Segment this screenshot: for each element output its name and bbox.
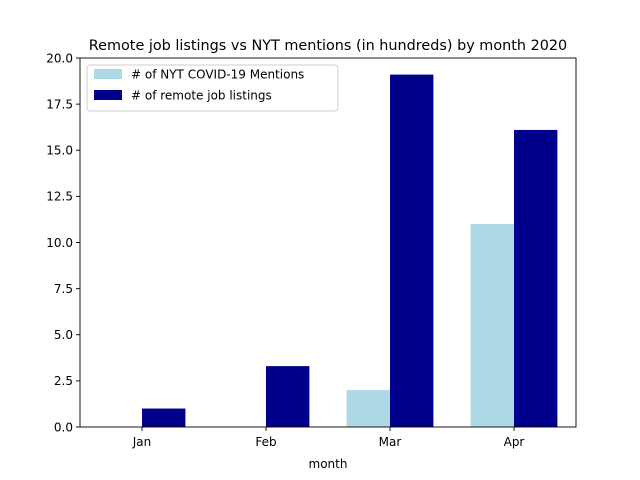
y-tick-label: 5.0 [54, 328, 73, 342]
x-tick-label: Jan [132, 435, 152, 449]
y-tick-label: 2.5 [54, 374, 73, 388]
bar-series2-feb [266, 366, 310, 427]
y-tick-label: 10.0 [46, 236, 73, 250]
y-tick-label: 7.5 [54, 282, 73, 296]
y-axis: 0.0 2.5 5.0 7.5 10.0 12.5 15.0 17.5 20.0 [46, 51, 80, 434]
y-tick-label: 17.5 [46, 97, 73, 111]
chart-title: Remote job listings vs NYT mentions (in … [89, 38, 567, 54]
legend-label: # of remote job listings [131, 89, 272, 103]
bars-group [142, 74, 558, 427]
bar-series1-apr [470, 224, 514, 427]
x-tick-label: Mar [379, 435, 402, 449]
y-tick-label: 0.0 [54, 420, 73, 434]
y-tick-label: 20.0 [46, 51, 73, 65]
legend-label: # of NYT COVID-19 Mentions [131, 68, 304, 82]
legend: # of NYT COVID-19 Mentions # of remote jo… [86, 64, 339, 112]
x-axis-label: month [309, 457, 348, 471]
legend-swatch [94, 90, 122, 100]
x-tick-label: Apr [504, 435, 525, 449]
bar-series2-mar [390, 74, 434, 427]
bar-series1-mar [346, 390, 390, 427]
plot-frame [79, 57, 577, 428]
x-axis: Jan Feb Mar Apr [132, 427, 525, 449]
x-tick-label: Feb [255, 435, 276, 449]
y-tick-label: 12.5 [46, 190, 73, 204]
y-tick-label: 15.0 [46, 144, 73, 158]
legend-box [86, 64, 339, 112]
bar-series2-apr [514, 129, 558, 427]
legend-swatch [94, 69, 122, 79]
bar-series2-jan [142, 408, 186, 427]
